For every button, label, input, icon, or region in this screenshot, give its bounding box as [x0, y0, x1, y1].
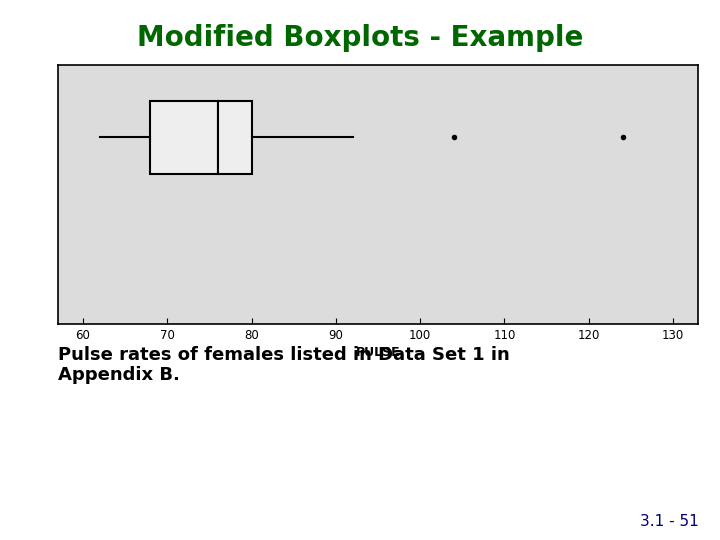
Text: 3.1 - 51: 3.1 - 51	[639, 514, 698, 529]
Text: Modified Boxplots - Example: Modified Boxplots - Example	[137, 24, 583, 52]
Text: Pulse rates of females listed in Data Set 1 in
Appendix B.: Pulse rates of females listed in Data Se…	[58, 346, 509, 384]
X-axis label: PULSE: PULSE	[356, 346, 400, 359]
Bar	[150, 101, 218, 174]
Bar	[218, 101, 251, 174]
